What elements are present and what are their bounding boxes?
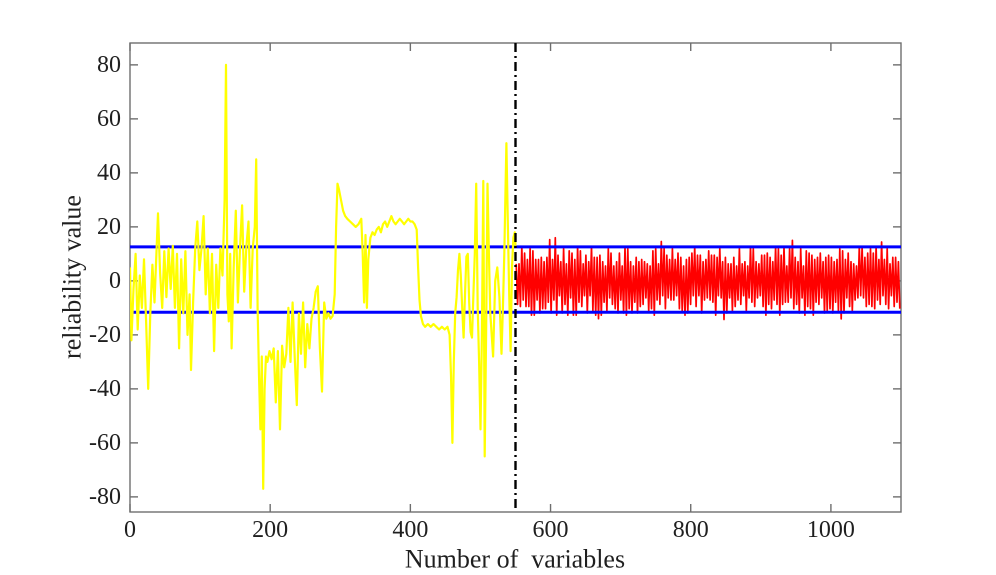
testing-signal-line xyxy=(515,236,901,321)
x-tick-label: 800 xyxy=(673,517,709,543)
y-tick-label: 60 xyxy=(97,106,121,132)
x-tick-label: 600 xyxy=(533,517,569,543)
y-tick-label: -40 xyxy=(89,376,121,402)
x-tick-label: 200 xyxy=(252,517,288,543)
y-tick-label: 40 xyxy=(97,160,121,186)
y-tick-label: -20 xyxy=(89,322,121,348)
y-tick-label: 80 xyxy=(97,52,121,78)
x-tick-label: 1000 xyxy=(807,517,855,543)
x-tick-label: 0 xyxy=(124,517,136,543)
y-tick-label: 0 xyxy=(109,268,121,294)
training-signal-line xyxy=(130,63,517,490)
y-tick-label: 20 xyxy=(97,214,121,240)
y-tick-label: -60 xyxy=(89,430,121,456)
axes-layer: 0 200 400 600 800 1000 -80 -60 -40 -20 0 20 40 60 80 xyxy=(89,42,902,543)
y-axis-label: reliability value xyxy=(58,195,87,359)
y-tick-label: -80 xyxy=(89,484,121,510)
x-tick-label: 400 xyxy=(392,517,428,543)
x-axis-label: Number of variables xyxy=(405,545,625,574)
